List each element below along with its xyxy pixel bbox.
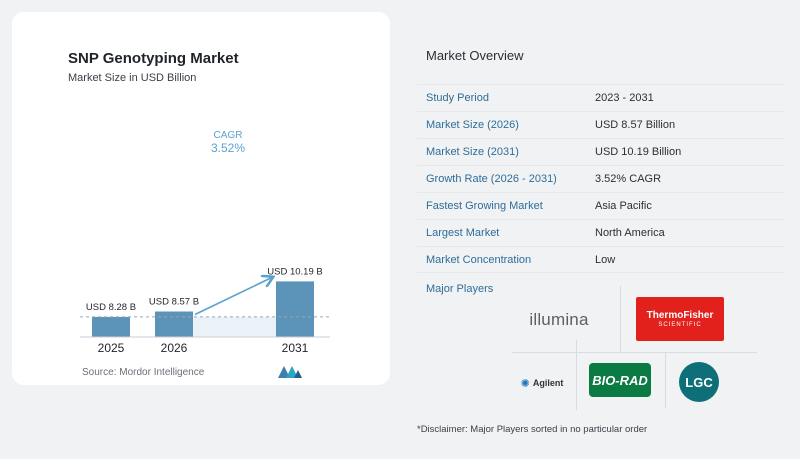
source-note: Source: Mordor Intelligence: [82, 367, 205, 378]
lgc-logo: LGC: [679, 362, 719, 402]
row-value: 3.52% CAGR: [595, 173, 662, 185]
agilent-spark-icon: ✺: [520, 377, 530, 390]
illumina-logo: illumina: [512, 303, 606, 337]
data-label: USD 8.28 B: [86, 302, 136, 313]
row-value: USD 10.19 Billion: [595, 146, 682, 158]
x-tick-label: 2025: [98, 341, 125, 355]
overview-row: Market Concentration Low: [417, 246, 784, 273]
row-label: Market Size (2026): [426, 119, 519, 131]
biorad-logo-text: BIO-RAD: [592, 372, 648, 388]
mordor-logo-icon: [278, 366, 302, 378]
overview-row: Fastest Growing Market Asia Pacific: [417, 192, 784, 219]
row-value: USD 8.57 Billion: [595, 119, 676, 131]
overview-row: Largest Market North America: [417, 219, 784, 246]
disclaimer: *Disclaimer: Major Players sorted in no …: [417, 424, 648, 435]
row-value: Low: [595, 253, 616, 266]
row-value: Asia Pacific: [595, 200, 652, 212]
agilent-logo: ✺ Agilent: [514, 372, 570, 394]
row-label: Growth Rate (2026 - 2031): [426, 173, 557, 185]
major-players-title: Major Players: [426, 283, 494, 295]
row-label: Market Concentration: [426, 253, 532, 266]
agilent-logo-text: Agilent: [532, 378, 564, 388]
row-value: 2023 - 2031: [595, 92, 654, 104]
bar-2031: [276, 281, 314, 337]
overview-row: Study Period 2023 - 2031: [417, 84, 784, 111]
grid-divider: [620, 286, 621, 352]
bar-2026: [155, 311, 193, 337]
row-label: Fastest Growing Market: [426, 200, 543, 212]
thermo-logo-subtext: SCIENTIFIC: [658, 322, 702, 328]
grid-divider: [665, 352, 666, 408]
row-value: North America: [595, 227, 665, 239]
overview-title: Market Overview: [426, 48, 524, 63]
thermo-logo-text: ThermoFisher: [646, 310, 714, 321]
chart-subtitle: Market Size in USD Billion: [68, 72, 197, 84]
grid-divider: [576, 340, 577, 410]
overview-row: Market Size (2026) USD 8.57 Billion: [417, 111, 784, 138]
data-label: USD 10.19 B: [267, 266, 322, 277]
illumina-logo-text: illumina: [529, 310, 589, 329]
x-tick-label: 2026: [161, 341, 188, 355]
thermo-fisher-logo: ThermoFisher SCIENTIFIC: [636, 297, 724, 341]
cagr-label: CAGR: [214, 130, 243, 141]
overview-table: Study Period 2023 - 2031 Market Size (202…: [417, 84, 784, 273]
cagr-value: 3.52%: [211, 141, 245, 155]
bio-rad-logo: BIO-RAD: [589, 363, 651, 397]
bar-2025: [92, 316, 130, 337]
row-label: Largest Market: [426, 227, 500, 239]
row-label: Market Size (2031): [426, 146, 519, 158]
overview-row: Growth Rate (2026 - 2031) 3.52% CAGR: [417, 165, 784, 192]
x-tick-label: 2031: [282, 341, 309, 355]
growth-band: [193, 316, 276, 337]
data-label: USD 8.57 B: [149, 297, 199, 308]
lgc-logo-text: LGC: [685, 374, 713, 390]
market-size-chart: USD 8.28 B 2025 USD 8.57 B 2026 USD 10.19 B 2…: [80, 130, 330, 355]
chart-title: SNP Genotyping Market: [68, 50, 239, 67]
grid-divider: [512, 352, 757, 353]
cagr-arrow: [194, 277, 272, 316]
overview-row: Market Size (2031) USD 10.19 Billion: [417, 138, 784, 165]
row-label: Study Period: [426, 92, 489, 104]
